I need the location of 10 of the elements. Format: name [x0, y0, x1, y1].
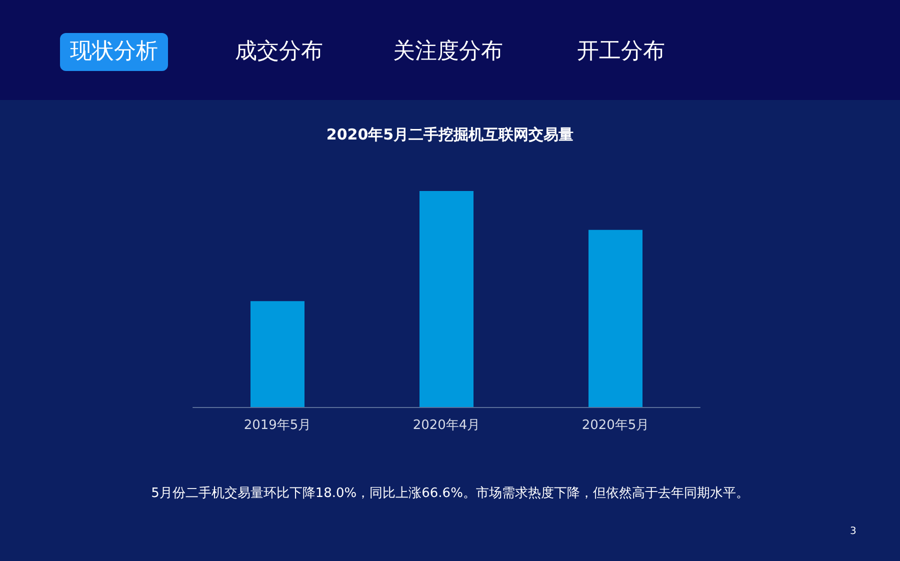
text: 开工分布: [576, 38, 666, 66]
text: 3: [850, 526, 856, 537]
text: 成交分布: [234, 38, 324, 66]
x-tick-label: 2020年4月: [412, 418, 480, 433]
text: 现状分析: [60, 33, 168, 71]
text: 5月份二手机交易量环比下降18.0%，同比上涨66.6%。市场需求热度下降，但依然高于去年同期水平。: [150, 485, 750, 502]
chart-title: 2020年5月二手挖掘机互联网交易量: [326, 126, 574, 144]
x-tick-label: 2019年5月: [244, 418, 312, 433]
text: 关注度分布: [392, 38, 504, 66]
x-tick-label: 2020年5月: [582, 418, 650, 433]
